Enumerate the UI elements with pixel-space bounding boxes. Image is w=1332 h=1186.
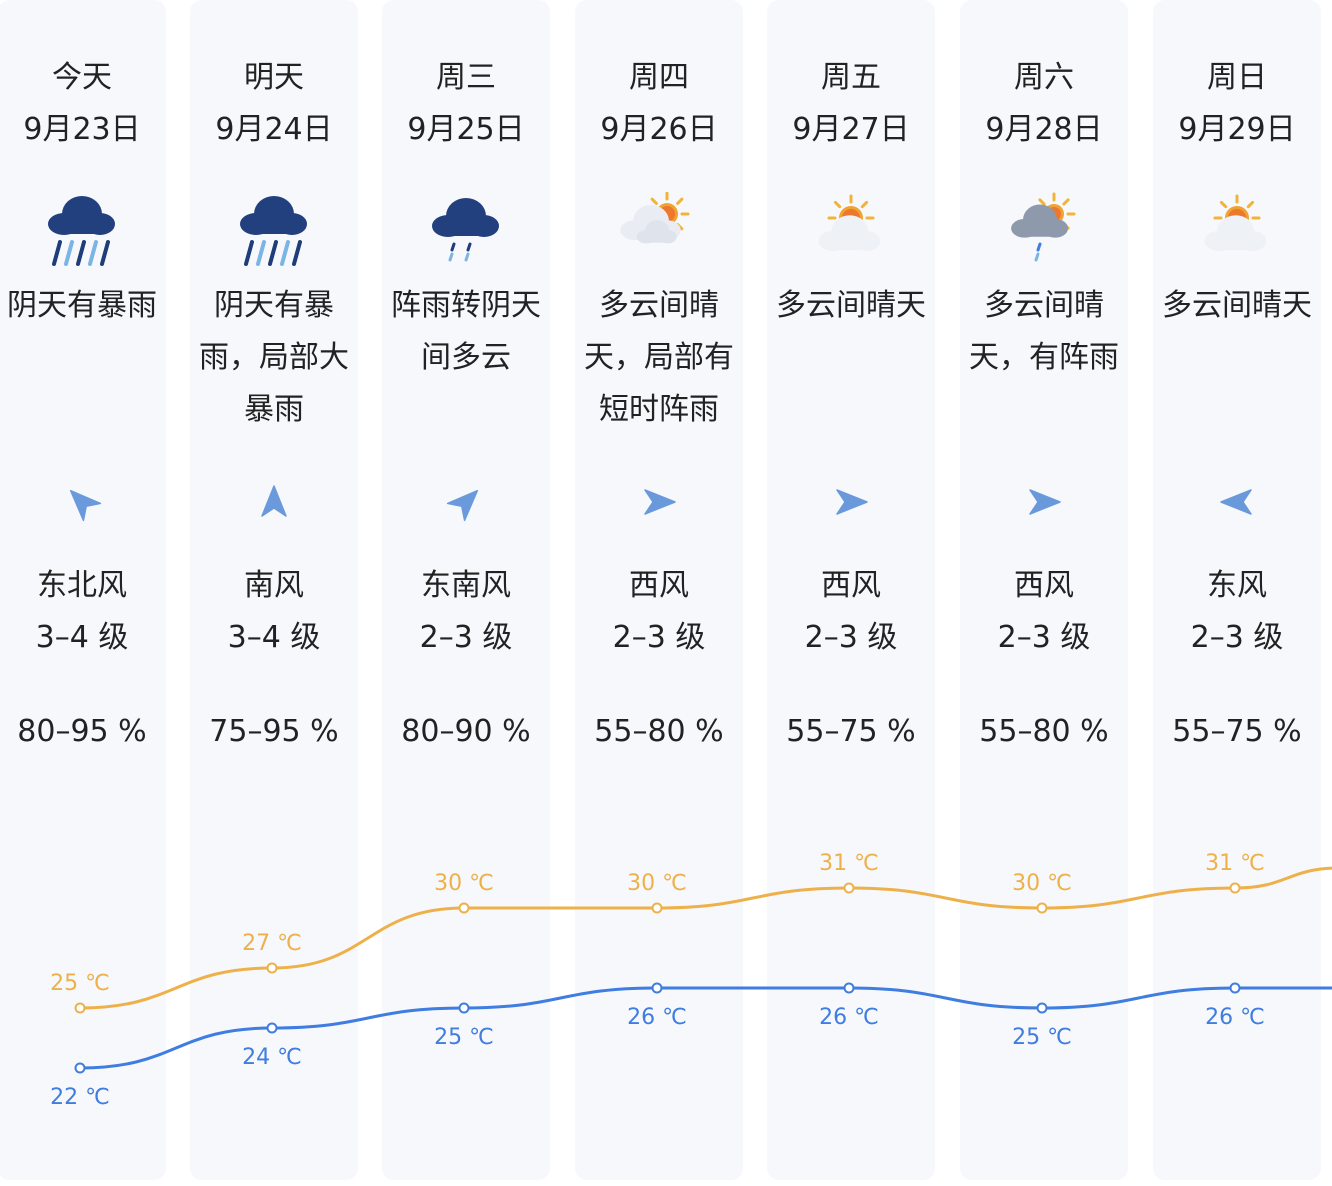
wind-info: 西风 2–3 级 bbox=[960, 560, 1128, 664]
wind-direction-label: 西风 bbox=[821, 568, 881, 603]
day-card-2[interactable]: 周三 9月25日 阵雨转阴天间多云 东南风 2–3 级 80–90 % bbox=[382, 0, 550, 1180]
shower-icon bbox=[432, 198, 499, 262]
day-card-4[interactable]: 周五 9月27日 多云间晴天 西风 2–3 级 55–75 % bbox=[767, 0, 935, 1180]
weather-description: 多云间晴天 bbox=[776, 288, 926, 323]
day-header: 今天 9月23日 bbox=[0, 52, 166, 156]
wind-direction-arrow-icon bbox=[1029, 489, 1061, 515]
heavy-rain-icon bbox=[240, 196, 307, 266]
day-card-6[interactable]: 周日 9月29日 多云间晴天 东风 2–3 级 55–75 % bbox=[1153, 0, 1321, 1180]
partly-cloudy-icon bbox=[620, 192, 690, 244]
wind-direction-label: 西风 bbox=[1014, 568, 1074, 603]
wind-direction-arrow-icon bbox=[644, 489, 676, 515]
weather-description: 阵雨转阴天间多云 bbox=[391, 288, 541, 375]
cloudy-shower-icon bbox=[1011, 192, 1076, 262]
weekday-label: 今天 bbox=[52, 60, 112, 95]
wind-direction-arrow-icon bbox=[446, 489, 479, 522]
weather-description: 多云间晴天 bbox=[1162, 288, 1312, 323]
date-label: 9月28日 bbox=[985, 112, 1103, 147]
day-header: 周日 9月29日 bbox=[1153, 52, 1321, 156]
wind-level-label: 2–3 级 bbox=[612, 620, 706, 655]
wind-info: 东南风 2–3 级 bbox=[382, 560, 550, 664]
weekday-label: 明天 bbox=[244, 60, 304, 95]
date-label: 9月24日 bbox=[215, 112, 333, 147]
wind-direction-arrow-icon bbox=[69, 489, 102, 522]
day-header: 周四 9月26日 bbox=[575, 52, 743, 156]
date-label: 9月23日 bbox=[23, 112, 141, 147]
weather-description: 阴天有暴雨 bbox=[7, 288, 157, 323]
weekday-label: 周五 bbox=[821, 60, 881, 95]
weekday-label: 周六 bbox=[1014, 60, 1074, 95]
wind-info: 西风 2–3 级 bbox=[767, 560, 935, 664]
wind-direction-arrow-icon bbox=[261, 485, 287, 517]
humidity-label: 55–75 % bbox=[786, 714, 916, 749]
wind-info: 西风 2–3 级 bbox=[575, 560, 743, 664]
day-card-1[interactable]: 明天 9月24日 阴天有暴雨，局部大暴雨 南风 3–4 级 75–95 % bbox=[190, 0, 358, 1180]
day-card-5[interactable]: 周六 9月28日 多云间晴天，有阵雨 西风 2–3 级 55–80 % bbox=[960, 0, 1128, 1180]
wind-level-label: 3–4 级 bbox=[35, 620, 129, 655]
weather-description: 阴天有暴雨，局部大暴雨 bbox=[199, 288, 349, 427]
humidity-label: 75–95 % bbox=[209, 714, 339, 749]
day-header: 周三 9月25日 bbox=[382, 52, 550, 156]
sunny-cloudy-icon bbox=[818, 194, 881, 252]
sunny-cloudy-icon bbox=[1204, 194, 1267, 252]
humidity-label: 55–80 % bbox=[594, 714, 724, 749]
wind-direction-arrow-icon bbox=[1220, 489, 1252, 515]
day-header: 周五 9月27日 bbox=[767, 52, 935, 156]
wind-direction-label: 西风 bbox=[629, 568, 689, 603]
heavy-rain-icon bbox=[48, 196, 115, 266]
wind-level-label: 2–3 级 bbox=[804, 620, 898, 655]
day-card-3[interactable]: 周四 9月26日 多云间晴天，局部有短时阵雨 西风 2–3 级 55–80 % bbox=[575, 0, 743, 1180]
wind-level-label: 2–3 级 bbox=[419, 620, 513, 655]
wind-info: 东风 2–3 级 bbox=[1153, 560, 1321, 664]
weather-description: 多云间晴天，局部有短时阵雨 bbox=[584, 288, 734, 427]
humidity-label: 55–80 % bbox=[979, 714, 1109, 749]
wind-direction-label: 南风 bbox=[244, 568, 304, 603]
wind-info: 东北风 3–4 级 bbox=[0, 560, 166, 664]
humidity-label: 80–90 % bbox=[401, 714, 531, 749]
wind-level-label: 3–4 级 bbox=[227, 620, 321, 655]
weather-description: 多云间晴天，有阵雨 bbox=[969, 288, 1119, 375]
wind-direction-arrow-icon bbox=[836, 489, 868, 515]
date-label: 9月26日 bbox=[600, 112, 718, 147]
date-label: 9月25日 bbox=[407, 112, 525, 147]
day-header: 周六 9月28日 bbox=[960, 52, 1128, 156]
humidity-label: 80–95 % bbox=[17, 714, 147, 749]
wind-level-label: 2–3 级 bbox=[997, 620, 1091, 655]
wind-level-label: 2–3 级 bbox=[1190, 620, 1284, 655]
wind-direction-label: 东北风 bbox=[37, 568, 127, 603]
wind-direction-label: 东风 bbox=[1207, 568, 1267, 603]
weekday-label: 周三 bbox=[436, 60, 496, 95]
humidity-label: 55–75 % bbox=[1172, 714, 1302, 749]
weekday-label: 周日 bbox=[1207, 60, 1267, 95]
wind-direction-label: 东南风 bbox=[421, 568, 511, 603]
wind-info: 南风 3–4 级 bbox=[190, 560, 358, 664]
date-label: 9月27日 bbox=[792, 112, 910, 147]
weekday-label: 周四 bbox=[629, 60, 689, 95]
day-card-0[interactable]: 今天 9月23日 阴天有暴雨 东北风 3–4 级 80–95 % bbox=[0, 0, 166, 1180]
day-header: 明天 9月24日 bbox=[190, 52, 358, 156]
date-label: 9月29日 bbox=[1178, 112, 1296, 147]
